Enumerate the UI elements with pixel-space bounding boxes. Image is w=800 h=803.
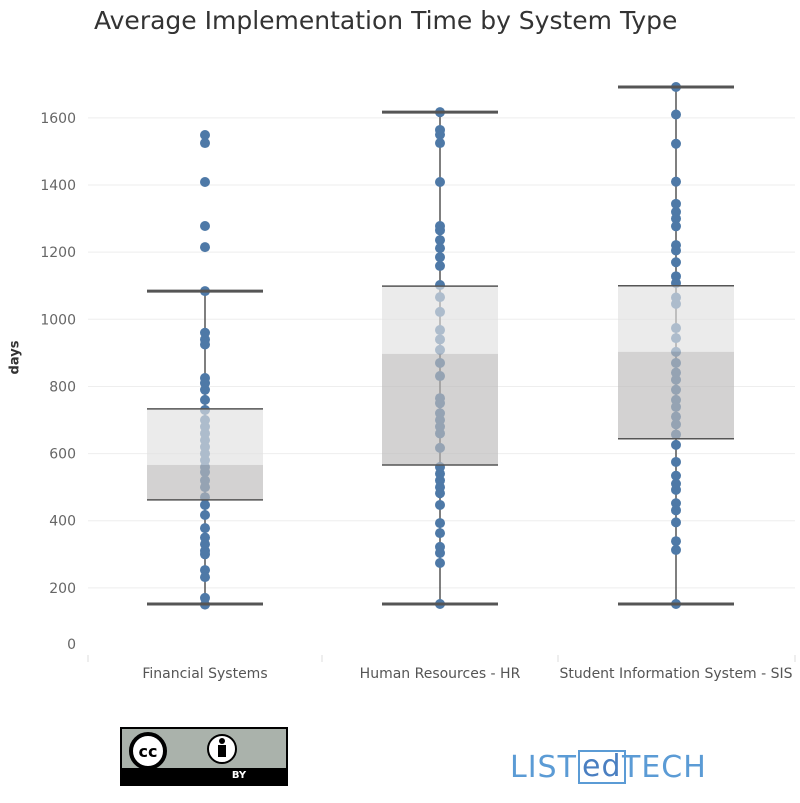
box-upper: [147, 408, 263, 465]
y-tick-label: 0: [67, 637, 76, 653]
data-point: [671, 221, 681, 232]
x-tick-label: Human Resources - HR: [359, 666, 521, 682]
y-tick-label: 200: [49, 581, 76, 597]
data-point: [671, 470, 681, 481]
data-point: [671, 517, 681, 528]
y-tick-label: 1000: [40, 312, 76, 328]
data-point: [200, 499, 210, 510]
y-tick-label: 1200: [40, 245, 76, 261]
data-point: [671, 176, 681, 187]
data-point: [200, 138, 210, 149]
box-upper: [618, 285, 734, 352]
data-point: [671, 498, 681, 509]
data-point: [200, 523, 210, 534]
y-tick-label: 800: [49, 379, 76, 395]
data-point: [671, 544, 681, 555]
data-point: [671, 138, 681, 149]
data-point: [200, 565, 210, 576]
data-point: [435, 518, 445, 529]
logo-text: ed: [578, 750, 626, 784]
data-point: [435, 528, 445, 539]
y-tick-label: 1400: [40, 178, 76, 194]
data-point: [435, 243, 445, 254]
data-point: [200, 572, 210, 583]
data-point: [200, 549, 210, 560]
data-point: [435, 488, 445, 499]
data-point: [435, 176, 445, 187]
box-lower: [618, 351, 734, 439]
data-point: [200, 220, 210, 231]
box-lower: [382, 353, 498, 465]
listedtech-logo: LIST ed TECH: [510, 730, 706, 786]
box-lower: [147, 464, 263, 500]
data-point: [435, 235, 445, 246]
cc-by-license-badge: cc BY: [120, 727, 288, 786]
x-tick-label: Financial Systems: [142, 666, 268, 682]
chart-title: Average Implementation Time by System Ty…: [94, 6, 678, 35]
data-point: [435, 558, 445, 569]
data-point: [671, 505, 681, 516]
x-tick-label: Student Information System - SIS: [559, 666, 793, 682]
data-point: [435, 138, 445, 149]
data-point: [671, 213, 681, 224]
logo-text: TECH: [622, 750, 707, 785]
data-point: [435, 129, 445, 140]
data-point: [200, 394, 210, 405]
logo-text: LIST: [510, 750, 577, 785]
data-point: [435, 252, 445, 263]
box-upper: [382, 286, 498, 354]
data-point: [671, 439, 681, 450]
data-point: [200, 384, 210, 395]
data-point: [671, 109, 681, 120]
data-point: [671, 198, 681, 209]
y-tick-label: 400: [49, 514, 76, 530]
license-label: BY: [122, 768, 286, 784]
y-tick-label: 600: [49, 447, 76, 463]
y-tick-label: 1600: [40, 111, 76, 127]
data-point: [435, 547, 445, 558]
data-point: [200, 176, 210, 187]
data-point: [671, 257, 681, 268]
data-point: [435, 260, 445, 271]
data-point: [200, 130, 210, 141]
data-point: [671, 536, 681, 547]
data-point: [671, 484, 681, 495]
data-point: [435, 225, 445, 236]
data-point: [671, 245, 681, 256]
svg-text:cc: cc: [139, 742, 158, 761]
data-point: [200, 510, 210, 521]
data-point: [435, 499, 445, 510]
chart-plot: 0 200 400 600 800 1000 1200 1400 1600: [40, 81, 796, 662]
data-point: [200, 339, 210, 350]
data-point: [671, 456, 681, 467]
data-point: [200, 242, 210, 253]
cc-icon: cc: [129, 732, 237, 769]
